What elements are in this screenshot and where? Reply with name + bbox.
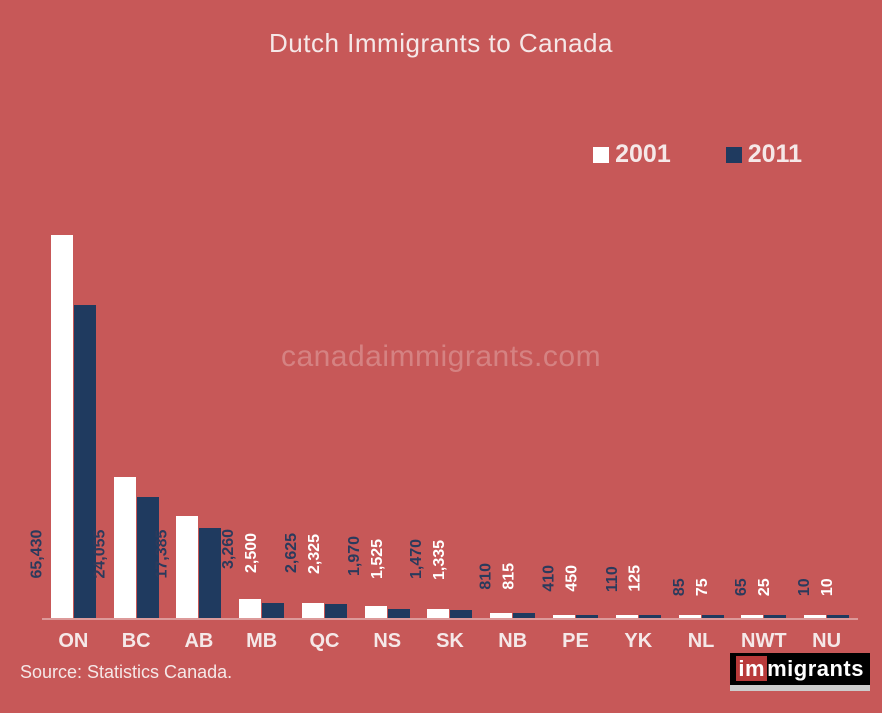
category-label: SK [419,618,482,653]
bar-value-label: 2,625 [283,533,303,573]
logo-suffix: migrants [767,656,864,681]
bar-value-label: 450 [564,565,584,592]
bar-group: 410450PE [544,208,607,618]
category-label: BC [105,618,168,653]
source-text: Source: Statistics Canada. [20,662,232,683]
legend-label-2011: 2011 [748,140,802,169]
category-label: QC [293,618,356,653]
category-label: ON [42,618,105,653]
bar: 2,625 [302,603,324,618]
legend: 2001 2011 [593,140,802,169]
bar-value-label: 110 [604,566,624,592]
bar: 1,335 [450,610,472,618]
bar-value-label: 810 [478,563,498,590]
bar-value-label: 410 [541,565,561,592]
chart-title: Dutch Immigrants to Canada [0,0,882,59]
legend-item-2001: 2001 [593,140,671,169]
bars-container: 65,43053,395ON24,05520,645BC17,38515,290… [42,208,858,620]
bar-value-label: 125 [626,565,646,592]
legend-label-2001: 2001 [615,140,671,169]
bar: 2,500 [262,603,284,618]
bar-group: 1010NU [795,208,858,618]
category-label: AB [168,618,231,653]
bar-value-label: 25 [756,578,776,596]
category-label: NB [481,618,544,653]
category-label: NL [670,618,733,653]
bar-value-label: 1,470 [408,539,428,579]
bar-value-label: 85 [671,578,691,596]
legend-swatch-2011 [726,147,742,163]
bar: 1,525 [388,609,410,618]
bar-value-label: 65,430 [28,530,46,579]
logo: immigrants [730,653,870,691]
bar-value-label: 3,260 [220,529,240,569]
bar-value-label: 24,055 [91,530,109,579]
bar-value-label: 17,385 [154,530,172,579]
legend-swatch-2001 [593,147,609,163]
bar-value-label: 1,970 [346,536,366,576]
bar-group: 110125YK [607,208,670,618]
bar-value-label: 53,395 [51,530,69,579]
bar-value-label: 10 [819,578,839,596]
bar-value-label: 1,335 [431,540,451,580]
bar-value-label: 2,325 [306,534,326,574]
category-label: MB [230,618,293,653]
bar: 2,325 [325,604,347,618]
category-label: YK [607,618,670,653]
bar-value-label: 75 [694,578,714,596]
logo-text: immigrants [736,656,864,681]
bar-value-label: 65 [733,578,753,596]
category-label: PE [544,618,607,653]
bar: 1,470 [427,609,449,618]
bar-value-label: 10 [796,578,816,596]
bar-value-label: 1,525 [369,539,389,579]
bar-group: 810815NB [481,208,544,618]
bar: 15,290 [199,528,221,618]
category-label: NWT [732,618,795,653]
bar: 1,970 [365,606,387,618]
bar: 3,260 [239,599,261,618]
legend-item-2011: 2011 [726,140,802,169]
bar-value-label: 2,500 [243,533,263,573]
category-label: NS [356,618,419,653]
bar-group: 1,4701,335SK [419,208,482,618]
bar-value-label: 15,290 [177,530,195,579]
chart-area: 65,43053,395ON24,05520,645BC17,38515,290… [42,208,858,620]
bar-value-label: 20,645 [114,530,132,579]
bar-group: 8575NL [670,208,733,618]
category-label: NU [795,618,858,653]
bar-value-label: 815 [501,563,521,590]
bar-group: 6525NWT [732,208,795,618]
logo-prefix: im [736,656,767,681]
